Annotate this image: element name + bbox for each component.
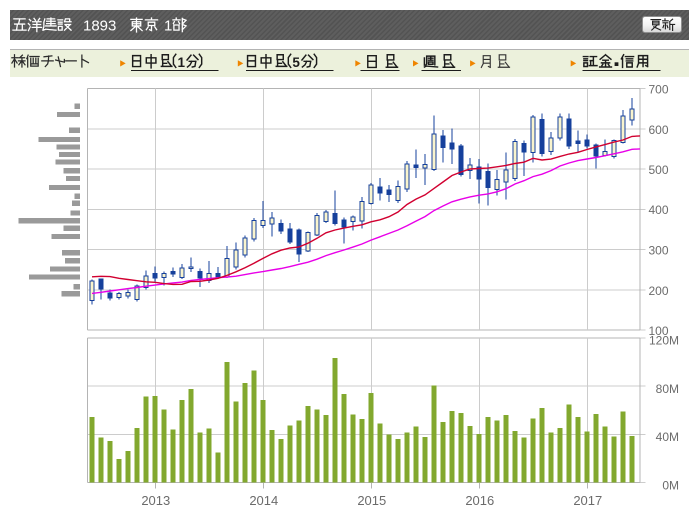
svg-text:2016: 2016 [465, 493, 494, 508]
svg-text:2017: 2017 [573, 493, 602, 508]
svg-text:2014: 2014 [249, 493, 278, 508]
svg-text:600: 600 [649, 123, 669, 137]
svg-text:0M: 0M [662, 478, 679, 492]
svg-text:100: 100 [649, 324, 669, 338]
svg-text:300: 300 [649, 244, 669, 258]
svg-text:120M: 120M [649, 334, 679, 348]
svg-text:400: 400 [649, 203, 669, 217]
svg-text:2013: 2013 [141, 493, 170, 508]
svg-text:200: 200 [649, 284, 669, 298]
svg-text:80M: 80M [656, 382, 679, 396]
svg-text:1893: 1893 [83, 18, 116, 35]
svg-text:1: 1 [164, 18, 172, 35]
svg-text:1: 1 [178, 55, 186, 70]
svg-text:700: 700 [649, 83, 669, 97]
svg-text:40M: 40M [656, 430, 679, 444]
svg-text:500: 500 [649, 163, 669, 177]
svg-text:2015: 2015 [357, 493, 386, 508]
svg-text:5: 5 [292, 55, 300, 70]
